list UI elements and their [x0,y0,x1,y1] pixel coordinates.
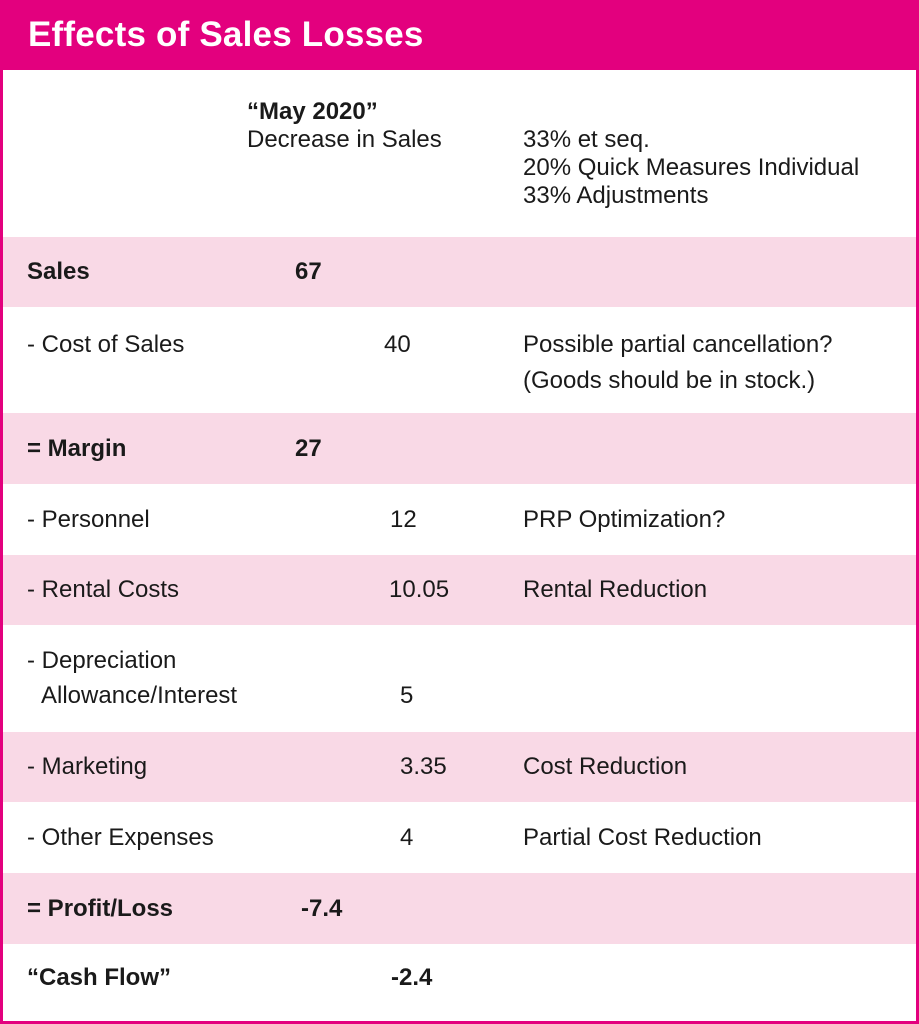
table-row-personnel: - Personnel 12 PRP Optimization? [3,484,916,555]
title-bar: Effects of Sales Losses [3,3,916,70]
row-value-primary: 67 [295,258,322,285]
table-row-cash-flow: “Cash Flow” -2.4 [3,944,916,1021]
row-value-secondary: -2.4 [391,964,433,991]
row-value-secondary: 10.05 [389,576,450,603]
row-note: Cost Reduction [523,753,688,780]
row-value-secondary: 12 [390,506,417,533]
header-note-2: 20% Quick Measures Individual [523,154,860,181]
row-label: - Depreciation [27,647,177,674]
row-value-primary: -7.4 [301,895,343,922]
row-note-line-2: (Goods should be in stock.) [523,367,816,394]
header-subtitle: Decrease in Sales [247,126,442,153]
row-label: - Personnel [27,506,150,533]
row-value-secondary: 5 [400,682,414,709]
table-row-other-expenses: - Other Expenses 4 Partial Cost Reductio… [3,802,916,873]
page-title: Effects of Sales Losses [28,15,424,54]
row-value-secondary: 4 [400,824,414,851]
table-row-sales: Sales 67 [3,237,916,307]
row-note: Rental Reduction [523,576,708,603]
row-label: = Margin [27,435,127,462]
row-label-line-2: Allowance/Interest [41,682,238,709]
row-label: - Marketing [27,753,148,780]
header-note-1: 33% et seq. [523,126,650,153]
row-label: - Other Expenses [27,824,214,851]
row-value-primary: 27 [295,435,322,462]
table-row-profit-loss: = Profit/Loss -7.4 [3,873,916,944]
row-value-secondary: 3.35 [400,753,447,780]
row-label: - Rental Costs [27,576,180,603]
table-header: “May 2020” Decrease in Sales 33% et seq.… [3,70,916,237]
table-row-rental-costs: - Rental Costs 10.05 Rental Reduction [3,555,916,625]
row-label: - Cost of Sales [27,331,185,358]
table-row-marketing: - Marketing 3.35 Cost Reduction [3,732,916,802]
header-period: “May 2020” [247,98,378,125]
row-note: Possible partial cancellation? [523,331,833,358]
table-row-depreciation: - Depreciation Allowance/Interest 5 [3,625,916,732]
row-label: “Cash Flow” [27,964,172,991]
row-value-secondary: 40 [384,331,411,358]
row-label: Sales [27,258,90,285]
table-row-cost-of-sales: - Cost of Sales 40 Possible partial canc… [3,307,916,413]
row-note: Partial Cost Reduction [523,824,762,851]
row-note: PRP Optimization? [523,506,726,533]
header-note-3: 33% Adjustments [523,182,709,209]
table-row-margin: = Margin 27 [3,413,916,484]
row-label: = Profit/Loss [27,895,174,922]
